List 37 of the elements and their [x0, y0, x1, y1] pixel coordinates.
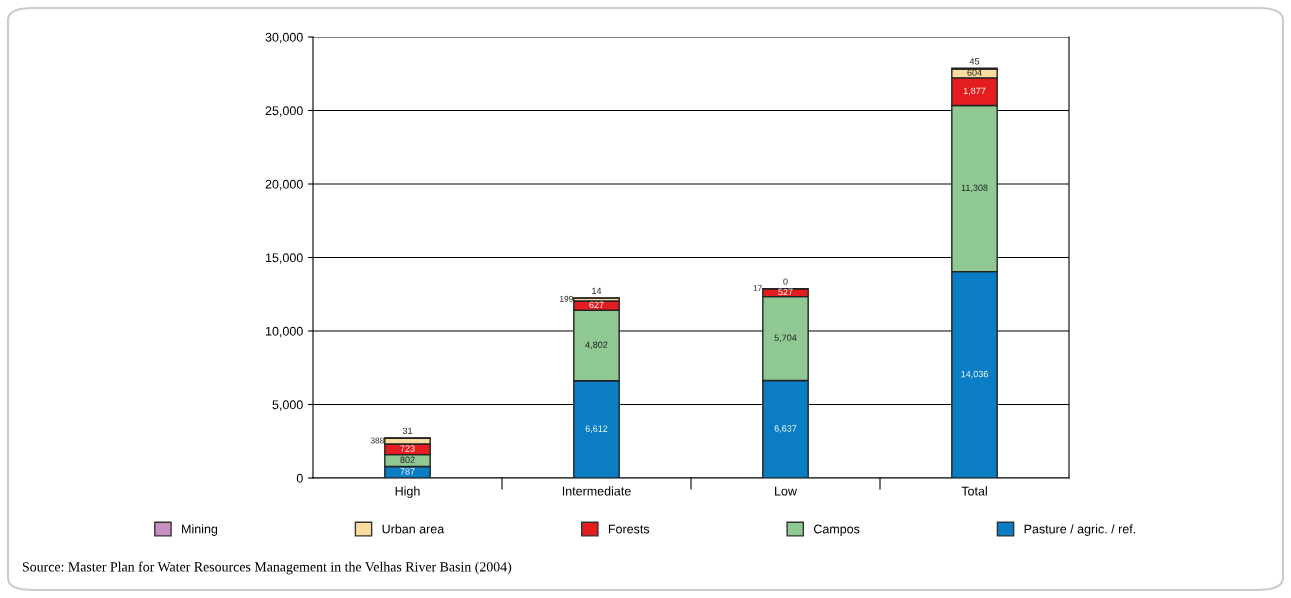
y-tick-label: 15,000	[266, 253, 303, 264]
data-label: 723	[400, 445, 415, 452]
x-tick-label: High	[395, 486, 420, 498]
data-label: 0	[783, 278, 788, 285]
data-label: 802	[400, 456, 415, 463]
y-tick-label: 0	[296, 473, 303, 483]
data-label: 14,036	[961, 370, 988, 379]
source-note: Source: Master Plan for Water Resources Management in the Velhas River Basin (2004)	[22, 561, 512, 575]
legend-label: Forests	[608, 524, 650, 534]
y-tick-label: 5,000	[272, 400, 303, 411]
x-tick-label: Total	[961, 486, 987, 496]
data-label: 11,308	[961, 184, 988, 193]
y-tick-label: 20,000	[265, 179, 303, 191]
data-label: 31	[402, 427, 413, 435]
legend-label: Campos	[813, 524, 860, 536]
data-label: 787	[400, 468, 415, 475]
data-label: 5,704	[774, 334, 797, 342]
data-label: 4,802	[585, 341, 608, 349]
legend-label: Mining	[182, 524, 218, 536]
data-label: 6,612	[585, 425, 608, 433]
data-label: 14	[592, 287, 602, 294]
y-tick-label: 10,000	[266, 326, 303, 338]
data-label: 1,877	[963, 87, 986, 96]
data-label: 527	[778, 288, 793, 296]
x-tick-label: Intermediate	[562, 486, 631, 496]
data-label: 199	[560, 295, 573, 302]
x-tick-label: Low	[775, 486, 797, 496]
data-label: 45	[969, 58, 980, 65]
legend-label: Urban area	[382, 524, 445, 534]
data-label: 6,637	[774, 425, 797, 433]
legend-label: Pasture / agric. / ref.	[1024, 524, 1136, 536]
y-tick-label: 30,000	[265, 32, 303, 44]
data-label: 604	[967, 69, 982, 76]
y-tick-label: 25,000	[265, 106, 303, 117]
data-label: 627	[589, 301, 604, 309]
data-label: 17	[753, 285, 762, 291]
data-label: 388	[370, 437, 384, 444]
